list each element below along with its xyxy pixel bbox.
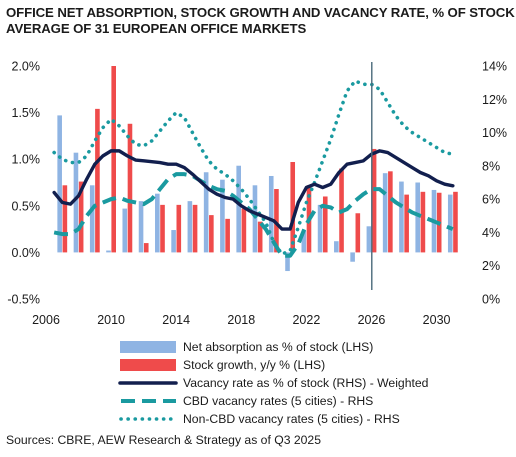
bar-stock-growth: [111, 66, 116, 253]
bar-net-absorption: [73, 152, 79, 253]
bar-net-absorption: [187, 201, 193, 253]
bar-net-absorption: [220, 179, 225, 253]
bar-stock-growth: [192, 204, 198, 253]
bar-net-absorption: [155, 193, 160, 253]
right-tick-label: 6%: [482, 193, 500, 207]
bar-stock-growth: [420, 191, 426, 253]
bar-net-absorption: [236, 165, 241, 253]
bar-stock-growth: [209, 215, 214, 253]
legend-swatch-net-absorption: [120, 341, 176, 353]
legend-swatch-vacancy-weighted: [118, 381, 178, 385]
legend-swatch-non-cbd: [119, 417, 178, 421]
bar-stock-growth: [176, 204, 182, 253]
title-line-2: AVERAGE OF 31 EUROPEAN OFFICE MARKETS: [6, 21, 307, 36]
x-tick-label: 2010: [97, 313, 125, 327]
right-tick-label: 0%: [482, 293, 500, 307]
legend-item-vacancy-weighted: Vacancy rate as % of stock (RHS) - Weigh…: [118, 374, 510, 392]
right-tick-label: 4%: [482, 226, 500, 240]
chart-title: OFFICE NET ABSORPTION, STOCK GROWTH AND …: [6, 5, 516, 37]
bar-stock-growth: [143, 243, 149, 253]
bar-net-absorption: [366, 226, 372, 253]
bar-net-absorption: [268, 175, 274, 253]
legend-item-net-absorption: Net absorption as % of stock (LHS): [118, 338, 510, 356]
bar-stock-growth: [95, 108, 100, 253]
legend-item-non-cbd: Non-CBD vacancy rates (5 cities) - RHS: [118, 410, 510, 428]
bar-stock-growth: [355, 213, 361, 253]
right-tick-label: 14%: [482, 60, 507, 74]
left-tick-label: 0.0%: [12, 246, 41, 260]
bar-stock-growth: [404, 194, 409, 253]
bar-net-absorption: [350, 252, 355, 262]
bar-net-absorption: [203, 172, 209, 253]
bar-stock-growth: [241, 208, 247, 253]
legend-label-cbd: CBD vacancy rates (5 cities) - RHS: [183, 394, 374, 408]
bar-stock-growth: [322, 196, 328, 253]
x-tick-label: 2022: [292, 313, 320, 327]
right-axis-ticks: 14% 12% 10% 8% 6% 4% 2% 0%: [482, 60, 507, 307]
right-tick-label: 8%: [482, 159, 500, 173]
bar-net-absorption: [382, 173, 388, 253]
bar-net-absorption: [89, 185, 95, 253]
legend-label-vacancy-weighted: Vacancy rate as % of stock (RHS) - Weigh…: [183, 376, 429, 390]
left-tick-label: 2.0%: [12, 60, 41, 74]
left-tick-label: 1.0%: [12, 153, 41, 167]
x-axis-ticks: 2006 2010 2014 2018 2022 2026 2030: [32, 313, 450, 327]
legend-label-net-absorption: Net absorption as % of stock (LHS): [183, 340, 374, 354]
source-note: Sources: CBRE, AEW Research & Strategy a…: [6, 433, 321, 447]
bar-net-absorption: [399, 181, 404, 253]
bar-net-absorption: [334, 241, 339, 253]
bar-series: [57, 66, 458, 272]
bar-stock-growth: [371, 148, 377, 253]
legend-item-stock-growth: Stock growth, y/y % (LHS): [118, 356, 510, 374]
title-line-1: OFFICE NET ABSORPTION, STOCK GROWTH AND …: [6, 5, 516, 20]
legend: Net absorption as % of stock (LHS) Stock…: [118, 338, 510, 428]
x-tick-label: 2018: [227, 313, 255, 327]
left-tick-label: 1.5%: [12, 106, 41, 120]
bar-net-absorption: [415, 182, 421, 253]
bar-net-absorption: [447, 194, 453, 253]
legend-swatch-stock-growth: [120, 359, 176, 371]
x-tick-label: 2026: [358, 313, 386, 327]
bar-net-absorption: [138, 201, 144, 253]
bar-net-absorption: [171, 230, 176, 253]
bar-net-absorption: [317, 204, 323, 253]
line-non-cbd-vacancy: [52, 78, 455, 257]
legend-label-stock-growth: Stock growth, y/y % (LHS): [183, 358, 326, 372]
bar-stock-growth: [78, 181, 84, 253]
bar-stock-growth: [290, 162, 296, 253]
x-tick-label: 2006: [32, 313, 60, 327]
legend-item-cbd: CBD vacancy rates (5 cities) - RHS: [118, 392, 510, 410]
bar-stock-growth: [388, 171, 393, 253]
x-tick-label: 2030: [423, 313, 451, 327]
bar-stock-growth: [160, 204, 165, 253]
legend-label-non-cbd: Non-CBD vacancy rates (5 cities) - RHS: [183, 412, 400, 426]
bar-net-absorption: [122, 208, 128, 253]
right-tick-label: 2%: [482, 259, 500, 273]
left-tick-label: -0.5%: [7, 293, 40, 307]
bar-net-absorption: [57, 115, 62, 253]
right-tick-label: 10%: [482, 126, 507, 140]
bar-stock-growth: [274, 189, 279, 253]
bar-stock-growth: [62, 185, 68, 253]
bar-net-absorption: [285, 252, 290, 272]
bar-stock-growth: [453, 191, 458, 253]
left-axis-ticks: 2.0% 1.5% 1.0% 0.5% 0.0% -0.5%: [7, 60, 40, 307]
bar-stock-growth: [257, 221, 263, 253]
bar-net-absorption: [301, 230, 307, 253]
left-tick-label: 0.5%: [12, 199, 41, 213]
bar-stock-growth: [127, 123, 133, 253]
right-tick-label: 12%: [482, 93, 507, 107]
legend-swatch-cbd: [121, 399, 176, 403]
line-series: [52, 78, 455, 258]
line-vacancy-weighted: [52, 149, 455, 231]
x-tick-label: 2014: [162, 313, 190, 327]
bar-net-absorption: [106, 250, 111, 253]
bar-stock-growth: [225, 218, 230, 253]
